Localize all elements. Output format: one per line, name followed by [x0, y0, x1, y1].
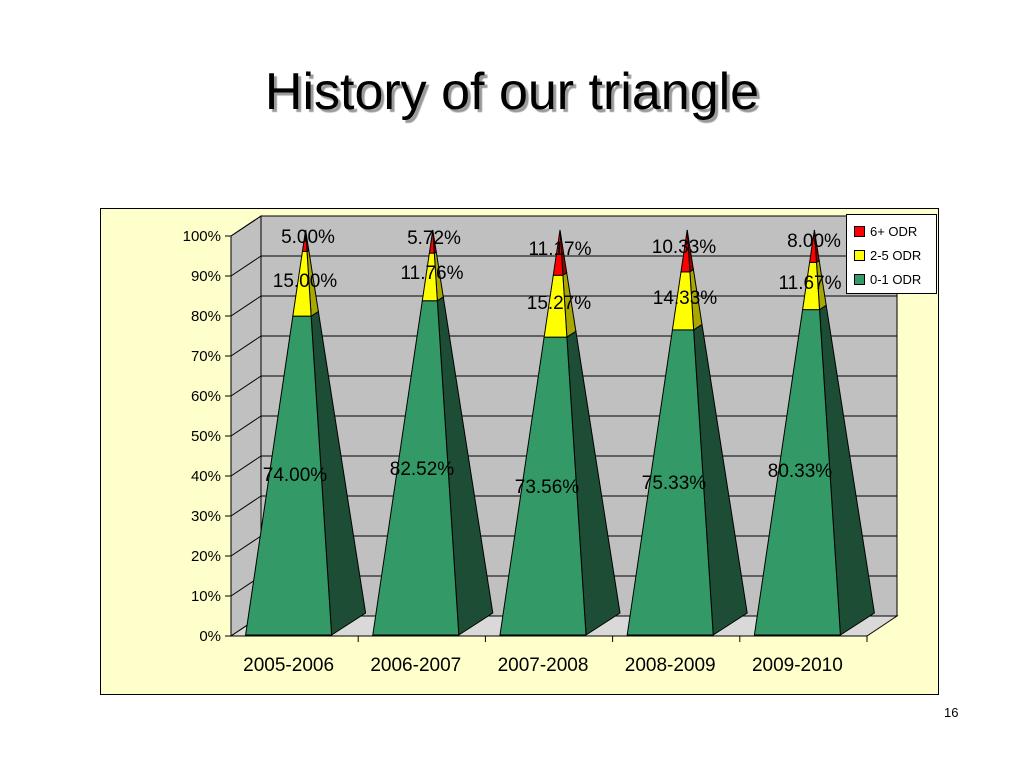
chart-area: 0% 10% 20% 30% 40% 50% 60% 70% 80% 90% 100% 2005-20…	[100, 208, 939, 695]
data-label: 80.33%	[768, 461, 833, 482]
pyramid-segment	[809, 229, 818, 263]
data-label: 11.76%	[400, 263, 463, 284]
data-label: 5.00%	[281, 227, 335, 248]
y-tick-label: 100%	[183, 228, 221, 245]
pyramid-segment	[680, 229, 691, 273]
x-category-label: 2007-2008	[498, 655, 589, 676]
gridline	[230, 535, 262, 557]
data-label: 8.00%	[787, 231, 841, 252]
legend-label: 0-1 ODR	[870, 271, 922, 287]
pyramid-chart: 0% 10% 20% 30% 40% 50% 60% 70% 80% 90% 100% 2005-20…	[183, 215, 899, 676]
y-tick-label: 50%	[191, 428, 221, 445]
y-tick-label: 80%	[191, 308, 221, 325]
data-label: 15.00%	[273, 271, 338, 292]
chart-legend: 6+ ODR 2-5 ODR 0-1 ODR	[846, 214, 937, 294]
gridline	[230, 415, 262, 437]
legend-label: 2-5 ODR	[870, 247, 922, 263]
pyramid-segment	[301, 229, 308, 253]
y-tick-label: 30%	[191, 508, 221, 525]
x-category-label: 2006-2007	[370, 655, 461, 676]
data-label: 73.56%	[515, 477, 580, 498]
pyramid-segment	[552, 229, 564, 276]
x-category-label: 2008-2009	[625, 655, 716, 676]
data-label: 10.33%	[652, 237, 717, 258]
gridline	[230, 375, 262, 397]
x-category-label: 2009-2010	[752, 655, 843, 676]
gridline	[230, 295, 262, 317]
data-label: 11.67%	[778, 273, 841, 294]
gridline	[230, 255, 262, 277]
gridline	[230, 455, 262, 477]
data-label: 15.27%	[527, 293, 592, 314]
legend-swatch	[854, 249, 865, 261]
data-label: 11.17%	[528, 239, 591, 260]
legend-item: 0-1 ODR	[854, 267, 936, 291]
x-category-label: 2005-2006	[243, 655, 334, 676]
y-tick-label: 10%	[191, 588, 221, 605]
gridline	[230, 335, 262, 357]
legend-label: 6+ ODR	[870, 223, 918, 239]
data-label: 5.72%	[407, 228, 461, 249]
slide-title: History of our triangle	[264, 63, 760, 121]
gridline	[230, 495, 262, 517]
pyramid-segment	[428, 229, 435, 254]
data-label: 75.33%	[642, 473, 707, 494]
y-tick-label: 60%	[191, 388, 221, 405]
legend-item: 6+ ODR	[854, 219, 936, 243]
y-tick-label: 0%	[199, 628, 221, 645]
data-label: 74.00%	[263, 465, 328, 486]
legend-item: 2-5 ODR	[854, 243, 936, 267]
data-label: 82.52%	[390, 459, 455, 480]
page-number: 16	[944, 705, 959, 720]
legend-swatch	[854, 273, 865, 285]
y-tick-label: 70%	[191, 348, 221, 365]
y-tick-label: 40%	[191, 468, 221, 485]
gridline	[230, 215, 262, 237]
y-tick-label: 20%	[191, 548, 221, 565]
data-label: 14.33%	[653, 288, 718, 309]
y-tick-label: 90%	[191, 268, 221, 285]
legend-swatch	[854, 225, 865, 237]
